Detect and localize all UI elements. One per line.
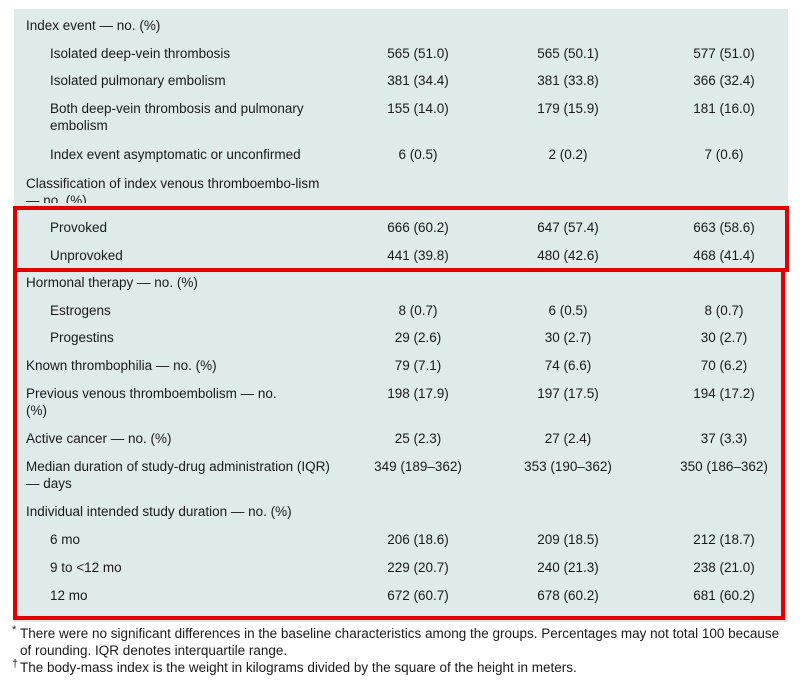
row-label: Classification of index venous thromboem… [26, 176, 320, 203]
cell-value: 681 (60.2) [693, 588, 755, 603]
cell-value: 206 (18.6) [387, 532, 449, 547]
cell-value: 197 (17.5) [537, 386, 599, 401]
cell-value: 155 (14.0) [387, 101, 449, 116]
row-label: Known thrombophilia — no. (%) [26, 358, 217, 373]
row-label: 9 to <12 mo [50, 560, 122, 575]
row-label: Median duration of study-drug administra… [26, 459, 330, 491]
cell-value: 179 (15.9) [537, 101, 599, 116]
footnote-text: The body-mass index is the weight in kil… [20, 660, 577, 675]
row-label: Previous venous thromboembolism — no. (%… [26, 386, 277, 418]
cell-value: 79 (7.1) [394, 358, 442, 373]
footnote: * There were no significant differences … [12, 624, 794, 659]
table-row: Classification of index venous thromboem… [14, 175, 788, 203]
cell-value: 666 (60.2) [387, 220, 449, 235]
footnote: † The body-mass index is the weight in k… [12, 658, 794, 676]
row-label: Hormonal therapy — no. (%) [26, 275, 198, 290]
cell-value: 70 (6.2) [700, 358, 748, 373]
cell-value: 25 (2.3) [394, 431, 442, 446]
footnote-mark: * [12, 624, 17, 636]
cell-value: 381 (34.4) [387, 73, 449, 88]
row-label: 6 mo [50, 532, 81, 547]
row-label: Active cancer — no. (%) [26, 431, 172, 446]
table-footnotes: * There were no significant differences … [12, 624, 794, 676]
row-label: Provoked [50, 220, 108, 235]
baseline-characteristics-table: Index event — no. (%) Isolated deep-vein… [14, 9, 788, 622]
cell-value: 353 (190–362) [524, 459, 612, 474]
row-label: Index event asymptomatic or unconfirmed [50, 147, 301, 162]
row-label: Estrogens [50, 303, 111, 318]
cell-value: 647 (57.4) [537, 220, 599, 235]
row-label: Both deep-vein thrombosis and pulmonary … [50, 101, 304, 133]
cell-value: 6 (0.5) [398, 147, 438, 162]
cell-value: 468 (41.4) [693, 248, 755, 263]
row-label: Index event — no. (%) [26, 18, 161, 33]
cell-value: 441 (39.8) [387, 248, 449, 263]
cell-value: 8 (0.7) [398, 303, 438, 318]
cell-value: 565 (50.1) [537, 46, 599, 61]
cell-value: 240 (21.3) [537, 560, 599, 575]
cell-value: 349 (189–362) [374, 459, 462, 474]
cell-value: 577 (51.0) [693, 46, 755, 61]
cell-value: 8 (0.7) [704, 303, 744, 318]
row-label: Individual intended study duration — no.… [26, 504, 292, 519]
cell-value: 209 (18.5) [537, 532, 599, 547]
cell-value: 565 (51.0) [387, 46, 449, 61]
cell-value: 350 (186–362) [680, 459, 768, 474]
cell-value: 6 (0.5) [548, 303, 588, 318]
cell-value: 181 (16.0) [693, 101, 755, 116]
footnote-text: There were no significant differences in… [20, 626, 780, 658]
cell-value: 480 (42.6) [537, 248, 599, 263]
cell-value: 198 (17.9) [387, 386, 449, 401]
cell-value: 2 (0.2) [548, 147, 588, 162]
row-label: Progestins [50, 330, 114, 345]
cell-value: 229 (20.7) [387, 560, 449, 575]
cell-value: 37 (3.3) [700, 431, 748, 446]
cell-value: 663 (58.6) [693, 220, 755, 235]
cell-value: 238 (21.0) [693, 560, 755, 575]
cell-value: 366 (32.4) [693, 73, 755, 88]
cell-value: 30 (2.7) [700, 330, 748, 345]
cell-value: 27 (2.4) [544, 431, 592, 446]
cell-value: 7 (0.6) [704, 147, 744, 162]
row-label: 12 mo [50, 588, 88, 603]
row-label: Isolated pulmonary embolism [50, 73, 226, 88]
cell-value: 29 (2.6) [394, 330, 442, 345]
cell-value: 678 (60.2) [537, 588, 599, 603]
cell-value: 194 (17.2) [693, 386, 755, 401]
cell-value: 212 (18.7) [693, 532, 755, 547]
cell-value: 30 (2.7) [544, 330, 592, 345]
row-label: Isolated deep-vein thrombosis [50, 46, 231, 61]
cell-value: 381 (33.8) [537, 73, 599, 88]
cell-value: 672 (60.7) [387, 588, 449, 603]
footnote-mark: † [12, 658, 19, 670]
cell-value: 74 (6.6) [544, 358, 592, 373]
row-label: Unprovoked [50, 248, 123, 263]
